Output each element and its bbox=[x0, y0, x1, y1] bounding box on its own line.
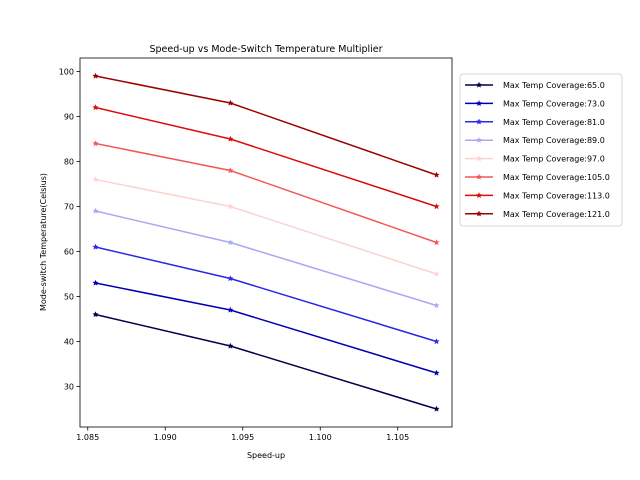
data-point bbox=[92, 243, 99, 250]
y-tick-label: 70 bbox=[64, 203, 74, 212]
y-tick-label: 40 bbox=[64, 338, 74, 347]
data-point bbox=[227, 99, 234, 106]
legend-item: Max Temp Coverage:105.0 bbox=[465, 173, 610, 182]
data-point bbox=[92, 311, 99, 318]
data-point bbox=[433, 171, 440, 178]
y-tick-label: 50 bbox=[64, 293, 74, 302]
data-point bbox=[227, 275, 234, 282]
data-point bbox=[92, 176, 99, 183]
legend-marker bbox=[475, 136, 483, 143]
series bbox=[92, 140, 440, 246]
legend-marker bbox=[475, 100, 483, 107]
y-tick-label: 60 bbox=[64, 248, 74, 257]
legend-label: Max Temp Coverage:73.0 bbox=[503, 99, 605, 108]
series bbox=[92, 243, 440, 345]
legend-marker bbox=[475, 192, 483, 199]
data-point bbox=[433, 405, 440, 412]
legend-label: Max Temp Coverage:89.0 bbox=[503, 136, 605, 145]
series bbox=[92, 207, 440, 309]
data-point bbox=[433, 338, 440, 345]
data-point bbox=[92, 72, 99, 79]
x-axis-ticks: 1.085 1.090 1.095 1.100 1.105 bbox=[76, 427, 409, 442]
legend-label: Max Temp Coverage:81.0 bbox=[503, 118, 605, 127]
legend-marker bbox=[475, 173, 483, 180]
data-point bbox=[92, 207, 99, 214]
data-point bbox=[433, 203, 440, 210]
series-group bbox=[92, 72, 440, 412]
data-point bbox=[433, 270, 440, 277]
data-point bbox=[433, 302, 440, 309]
series bbox=[92, 279, 440, 376]
legend-marker bbox=[475, 118, 483, 125]
data-point bbox=[227, 167, 234, 174]
x-tick-label: 1.095 bbox=[231, 433, 254, 442]
series bbox=[92, 176, 440, 277]
y-tick-label: 90 bbox=[64, 113, 74, 122]
legend-label: Max Temp Coverage:113.0 bbox=[503, 191, 610, 200]
legend-box bbox=[459, 73, 623, 227]
x-axis-label: Speed-up bbox=[247, 451, 285, 460]
legend-item: Max Temp Coverage:73.0 bbox=[465, 99, 605, 108]
data-point bbox=[92, 279, 99, 286]
data-point bbox=[227, 342, 234, 349]
data-point bbox=[227, 135, 234, 142]
y-tick-label: 80 bbox=[64, 158, 74, 167]
data-point bbox=[227, 239, 234, 246]
series bbox=[92, 104, 440, 210]
legend: Max Temp Coverage:65.0 Max Temp Coverage:… bbox=[459, 73, 623, 227]
legend-item: Max Temp Coverage:113.0 bbox=[465, 191, 610, 200]
legend-label: Max Temp Coverage:97.0 bbox=[503, 155, 605, 164]
legend-marker bbox=[475, 155, 483, 162]
y-axis-label: Mode-switch Temperature(Celsius) bbox=[39, 173, 48, 311]
legend-marker bbox=[475, 81, 483, 88]
series bbox=[92, 72, 440, 178]
plot-area bbox=[79, 57, 453, 428]
data-point bbox=[92, 140, 99, 147]
y-axis-ticks: 30 40 50 60 70 80 90 100 bbox=[59, 68, 80, 392]
data-point bbox=[227, 203, 234, 210]
legend-item: Max Temp Coverage:97.0 bbox=[465, 155, 605, 164]
legend-marker bbox=[475, 210, 483, 217]
x-tick-label: 1.090 bbox=[154, 433, 177, 442]
legend-item: Max Temp Coverage:81.0 bbox=[465, 118, 605, 127]
data-point bbox=[227, 306, 234, 313]
legend-item: Max Temp Coverage:89.0 bbox=[465, 136, 605, 145]
x-tick-label: 1.105 bbox=[386, 433, 409, 442]
data-point bbox=[92, 104, 99, 111]
y-tick-label: 30 bbox=[64, 383, 74, 392]
y-tick-label: 100 bbox=[59, 68, 74, 77]
legend-item: Max Temp Coverage:65.0 bbox=[465, 81, 605, 90]
legend-label: Max Temp Coverage:65.0 bbox=[503, 81, 605, 90]
chart-title: Speed-up vs Mode-Switch Temperature Mult… bbox=[149, 44, 382, 55]
x-tick-label: 1.085 bbox=[76, 433, 99, 442]
legend-label: Max Temp Coverage:121.0 bbox=[503, 210, 610, 219]
data-point bbox=[433, 239, 440, 246]
legend-label: Max Temp Coverage:105.0 bbox=[503, 173, 610, 182]
series bbox=[92, 311, 440, 412]
x-tick-label: 1.100 bbox=[309, 433, 332, 442]
data-point bbox=[433, 369, 440, 376]
legend-item: Max Temp Coverage:121.0 bbox=[465, 210, 610, 219]
